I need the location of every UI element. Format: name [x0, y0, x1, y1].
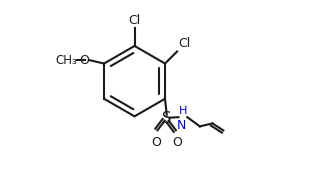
- Text: O: O: [151, 136, 161, 149]
- Text: O: O: [79, 54, 89, 67]
- Text: CH₃: CH₃: [55, 54, 77, 67]
- Text: N: N: [177, 118, 186, 131]
- Text: O: O: [173, 136, 183, 149]
- Text: S: S: [162, 111, 171, 126]
- Text: Cl: Cl: [178, 37, 190, 50]
- Text: Cl: Cl: [128, 14, 141, 27]
- Text: H: H: [179, 106, 187, 116]
